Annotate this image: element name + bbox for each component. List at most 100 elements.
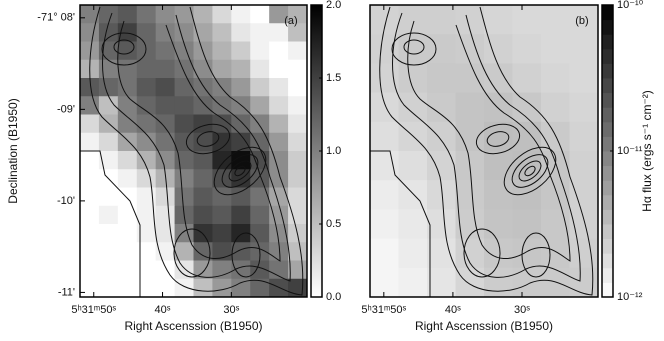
heatmap-cell	[156, 279, 175, 298]
colorbar-band	[602, 253, 613, 268]
colorbar-band	[602, 268, 613, 283]
heatmap-cell	[137, 78, 156, 97]
heatmap-cell	[156, 133, 175, 152]
colorbar-tick-label: 10⁻¹¹	[617, 145, 643, 157]
heatmap-cell	[250, 169, 269, 188]
x-axis-title: Right Ascenssion (B1950)	[415, 319, 553, 333]
x-tick-label: 40ˢ	[155, 304, 171, 316]
heatmap-cell	[231, 242, 250, 261]
heatmap-cell	[570, 93, 599, 123]
heatmap-cell	[156, 188, 175, 207]
heatmap-cell	[80, 224, 99, 243]
heatmap-cell	[118, 133, 137, 152]
colorbar-tick-label: 0.0	[326, 291, 341, 303]
colorbar-band	[602, 195, 613, 210]
heatmap-cell	[156, 115, 175, 134]
heatmap-cell	[427, 151, 456, 181]
heatmap-cell	[370, 151, 399, 181]
heatmap-cell	[80, 261, 99, 280]
heatmap-cell	[175, 279, 194, 298]
heatmap-cell	[194, 224, 213, 243]
heatmap-cell	[137, 96, 156, 115]
heatmap-cell	[99, 5, 118, 24]
heatmap-cell	[513, 151, 542, 181]
panel-label: (a)	[284, 15, 297, 27]
panel-label: (b)	[575, 15, 588, 27]
heatmap-cell	[427, 5, 456, 35]
heatmap-cell	[194, 5, 213, 24]
heatmap-cell	[484, 209, 513, 239]
heatmap-cell	[194, 279, 213, 298]
heatmap-cell	[99, 242, 118, 261]
heatmap-cell	[250, 96, 269, 115]
heatmap-cell	[212, 42, 231, 61]
heatmap-cell	[399, 209, 428, 239]
colorbar-band	[602, 63, 613, 78]
heatmap-cell	[399, 180, 428, 210]
heatmap-cell	[212, 96, 231, 115]
heatmap-cell	[269, 96, 288, 115]
colorbar-tick-label: 10⁻¹²	[617, 291, 643, 303]
heatmap-cell	[484, 5, 513, 35]
heatmap-cell	[570, 63, 599, 93]
heatmap-cell	[427, 239, 456, 269]
heatmap-cell	[137, 169, 156, 188]
heatmap-cell	[456, 63, 485, 93]
x-tick-label: 30ˢ	[514, 304, 530, 316]
heatmap-cell	[175, 151, 194, 170]
heatmap-cell	[194, 133, 213, 152]
heatmap-cell	[288, 78, 307, 97]
heatmap-cell	[80, 188, 99, 207]
heatmap-cell	[541, 34, 570, 64]
heatmap-cell	[456, 180, 485, 210]
heatmap-cell	[156, 206, 175, 225]
heatmap-cell	[288, 242, 307, 261]
heatmap-cell	[156, 23, 175, 42]
heatmap-cell	[484, 268, 513, 298]
heatmap-cell	[156, 60, 175, 79]
heatmap-cell	[288, 96, 307, 115]
heatmap-cell	[99, 261, 118, 280]
heatmap-cell	[118, 279, 137, 298]
heatmap-cell	[250, 23, 269, 42]
heatmap-cell	[80, 96, 99, 115]
heatmap-cell	[250, 5, 269, 24]
heatmap-cell	[541, 93, 570, 123]
heatmap-cell	[175, 261, 194, 280]
heatmap-cell	[99, 224, 118, 243]
heatmap-cell	[212, 151, 231, 170]
colorbar-tick-label: 0.5	[326, 218, 341, 230]
colorbar-band	[602, 166, 613, 181]
heatmap-cell	[118, 206, 137, 225]
heatmap-cell	[288, 115, 307, 134]
heatmap-cell	[99, 23, 118, 42]
heatmap-cell	[513, 209, 542, 239]
heatmap-cell	[194, 169, 213, 188]
heatmap-cell	[194, 188, 213, 207]
heatmap-cell	[269, 60, 288, 79]
heatmap-cell	[370, 93, 399, 123]
heatmap-cell	[269, 42, 288, 61]
heatmap-cell	[156, 78, 175, 97]
heatmap-cell	[269, 279, 288, 298]
heatmap-cell	[288, 42, 307, 61]
heatmap-cell	[370, 5, 399, 35]
heatmap-cell	[288, 188, 307, 207]
heatmap-cell	[99, 206, 118, 225]
heatmap-cell	[175, 169, 194, 188]
x-tick-label: 5ʰ31ᵐ50ˢ	[71, 304, 116, 316]
heatmap-cell	[231, 206, 250, 225]
heatmap-cell	[513, 239, 542, 269]
heatmap-cell	[231, 23, 250, 42]
colorbar-band	[602, 107, 613, 122]
heatmap-cell	[212, 133, 231, 152]
heatmap-cell	[570, 122, 599, 152]
heatmap-cell	[118, 96, 137, 115]
heatmap-cell	[118, 188, 137, 207]
x-tick-label: 40ˢ	[445, 304, 461, 316]
heatmap-cell	[156, 151, 175, 170]
colorbar-band	[602, 49, 613, 64]
heatmap-cell	[99, 96, 118, 115]
heatmap-cell	[250, 78, 269, 97]
heatmap-cell	[137, 60, 156, 79]
